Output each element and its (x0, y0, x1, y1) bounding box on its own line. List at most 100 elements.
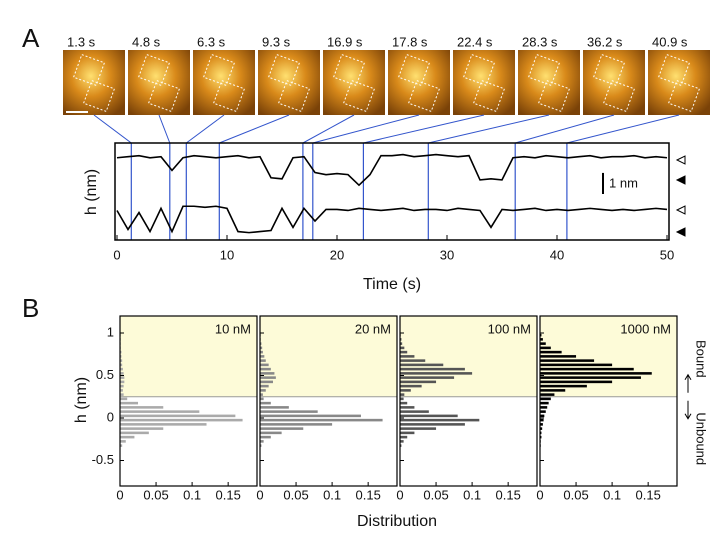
hist-bar (260, 355, 265, 358)
hist-bar (540, 406, 548, 409)
hist-bar (260, 418, 383, 422)
frame-time: 36.2 s (587, 34, 623, 49)
afm-frame (388, 50, 450, 115)
hist-bar (540, 363, 613, 367)
x-tick-label: 50 (660, 247, 674, 262)
y-tick-label: 0 (107, 409, 114, 424)
hist-bar (120, 389, 123, 392)
x-tick-label: 0.15 (216, 487, 241, 502)
hist-bar (260, 350, 263, 354)
y-axis-title: h (nm) (73, 377, 90, 423)
x-tick-label: 0.05 (423, 487, 448, 502)
hist-bar (400, 435, 408, 439)
hist-bar (260, 359, 266, 362)
x-tick-label: 0 (256, 487, 263, 502)
connector (186, 114, 225, 144)
hist-bar (400, 410, 429, 413)
trace (116, 153, 668, 187)
hist-bar (540, 355, 577, 358)
panel-label: B (22, 293, 39, 323)
x-tick-label: 0 (396, 487, 403, 502)
molecule-outline (267, 53, 301, 87)
plot-frame (259, 315, 398, 487)
panel-title: 1000 nM (620, 321, 671, 336)
x-tick-label: 0.15 (636, 487, 661, 502)
bound-label: Bound (694, 340, 709, 378)
hist-bar (120, 376, 125, 379)
plot-frame (399, 315, 538, 487)
molecule-outline (277, 79, 311, 113)
x-tick-label: 0 (113, 247, 120, 262)
unbound-label: Unbound (694, 412, 709, 465)
hist-bar (400, 363, 444, 367)
bound-region (120, 316, 257, 397)
hist-bar (400, 418, 480, 422)
connector (93, 114, 132, 144)
hist-bar (260, 401, 271, 405)
hist-bar (400, 393, 405, 396)
hist-bar (260, 346, 263, 350)
molecule-outline (397, 53, 431, 87)
hist-bar (120, 410, 200, 413)
hist-bar (120, 355, 122, 358)
hist-bar (400, 372, 473, 375)
afm-frame (648, 50, 710, 115)
x-tick-label: 10 (220, 247, 234, 262)
frame-time: 9.3 s (262, 34, 291, 49)
connector (312, 114, 420, 144)
hist-bar (400, 414, 458, 418)
frame-time: 28.3 s (522, 34, 558, 49)
hist-bar (540, 359, 595, 362)
hist-bar (540, 376, 641, 379)
frame-time: 40.9 s (652, 34, 688, 49)
connector (566, 114, 680, 144)
hist-bar (400, 431, 415, 435)
frame-time: 4.8 s (132, 34, 161, 49)
hist-bar (120, 384, 124, 388)
trace (116, 205, 668, 234)
hist-bar (400, 397, 404, 401)
hist-bar (540, 393, 555, 396)
x-tick-label: 0 (536, 487, 543, 502)
connector (428, 114, 550, 144)
connector (219, 114, 290, 144)
afm-frame (63, 50, 125, 115)
afm-frame (128, 50, 190, 115)
x-tick-label: 0.05 (563, 487, 588, 502)
hist-bar (260, 435, 271, 439)
hist-bar (540, 418, 544, 422)
hist-bar (120, 372, 124, 375)
hist-bar (120, 444, 123, 447)
y-tick-label: 1 (107, 324, 114, 339)
hist-bar (540, 342, 546, 345)
molecule-outline (592, 53, 626, 87)
plot-frame (539, 315, 678, 487)
hist-bar (260, 380, 273, 384)
hist-bar (260, 440, 264, 443)
hist-bar (400, 346, 405, 350)
y-axis-title: h (nm) (83, 169, 100, 215)
hist-bar (540, 410, 546, 413)
x-tick-label: 30 (440, 247, 454, 262)
molecule-outline (602, 79, 636, 113)
molecule-outline (332, 53, 366, 87)
molecule-outline (462, 53, 496, 87)
hist-bar (540, 401, 549, 405)
x-tick-label: 0.1 (323, 487, 341, 502)
hist-bar (400, 427, 437, 430)
hist-bar (260, 406, 289, 409)
connector (158, 114, 171, 144)
hist-bar (120, 406, 164, 409)
hist-bar (120, 401, 139, 405)
hist-bar (260, 376, 276, 379)
hist-bar (540, 338, 543, 341)
plot-frame (114, 142, 670, 241)
afm-frame (518, 50, 580, 115)
x-tick-label: 0.15 (496, 487, 521, 502)
hist-bar (120, 363, 123, 367)
hist-bar (260, 389, 266, 392)
frame-time: 1.3 s (67, 34, 96, 49)
hist-bar (260, 444, 262, 447)
panel-title: 20 nM (355, 321, 391, 336)
